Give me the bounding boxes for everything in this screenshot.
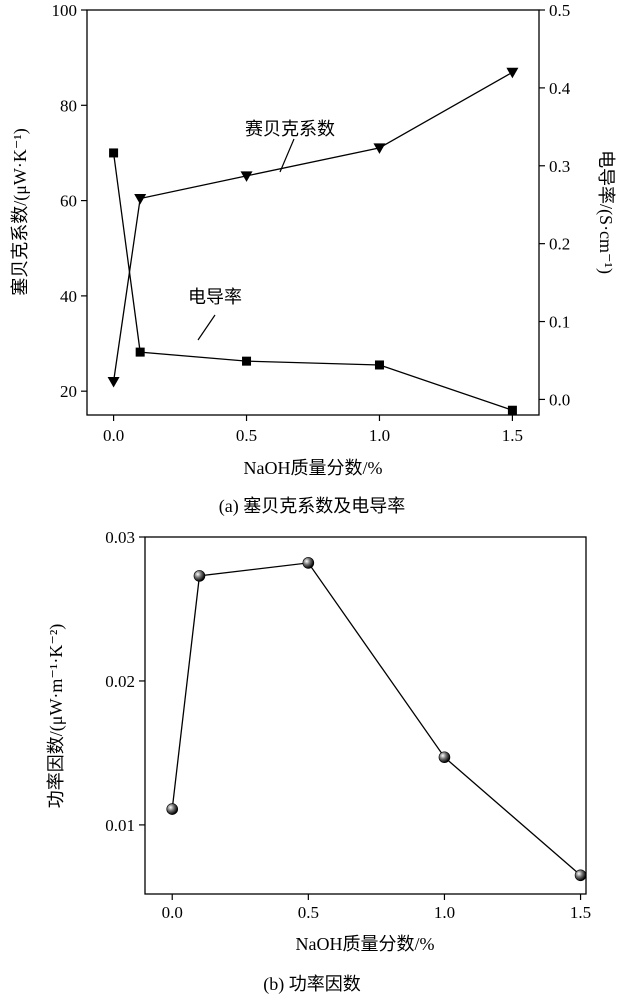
x-tick-label: 0.0 [162, 903, 183, 922]
power-factor-line [171, 562, 581, 876]
y2-tick-label: 0.3 [549, 157, 570, 176]
chart-b-x-axis-title: NaOH质量分数/% [296, 934, 435, 954]
x-tick-label: 0.5 [236, 426, 257, 445]
conductivity-point [135, 347, 145, 357]
chart-a: 0.0 0.5 1.0 1.5 20 40 60 80 100 0.0 0.1 0.2 0.3 0.4… [10, 1, 616, 517]
y-tick-label: 0.02 [105, 672, 135, 691]
conductivity-point [507, 405, 517, 415]
y2-tick-label: 0.0 [549, 390, 570, 409]
y2-tick-label: 0.4 [549, 79, 571, 98]
y-tick-label: 0.03 [105, 528, 135, 547]
x-tick-label: 1.0 [434, 903, 455, 922]
chart-b-y-axis-title: 功率因数/(μW·m⁻¹·K⁻²) [46, 624, 67, 808]
power-factor-point [438, 751, 451, 764]
chart-a-x-ticks: 0.0 0.5 1.0 1.5 [103, 415, 523, 445]
chart-a-plot-frame [86, 9, 540, 416]
y-tick-label: 0.01 [105, 816, 135, 835]
y-tick-label: 40 [60, 287, 77, 306]
power-factor-point [574, 869, 587, 882]
power-factor-point [193, 570, 206, 582]
conductivity-annotation-leader [197, 314, 216, 341]
y-tick-label: 60 [60, 192, 77, 211]
x-tick-label: 1.5 [502, 426, 523, 445]
y2-tick-label: 0.5 [549, 1, 570, 20]
chart-a-y-ticks: 20 40 60 80 100 [52, 1, 87, 401]
seebeck-point [107, 377, 120, 388]
x-tick-label: 1.5 [570, 903, 591, 922]
chart-a-y2-ticks: 0.0 0.1 0.2 0.3 0.4 0.5 [539, 1, 571, 409]
chart-b-y-ticks: 0.01 0.02 0.03 [105, 528, 145, 835]
chart-a-y-axis-title: 塞贝克系数/(μW·K⁻¹) [10, 128, 31, 296]
seebeck-point [506, 67, 519, 79]
seebeck-annotation-leader [279, 138, 295, 173]
chart-b-x-ticks: 0.0 0.5 1.0 1.5 [162, 894, 591, 922]
x-tick-label: 0.5 [298, 903, 319, 922]
chart-a-series [107, 67, 519, 415]
seebeck-point [240, 171, 253, 182]
chart-b-caption: (b) 功率因数 [263, 974, 361, 995]
x-tick-label: 0.0 [103, 426, 124, 445]
chart-b: 0.0 0.5 1.0 1.5 0.01 0.02 0.03 NaOH质量分数/% 功率因… [46, 528, 591, 995]
power-factor-point [166, 803, 179, 815]
y-tick-label: 20 [60, 382, 77, 401]
y2-tick-label: 0.2 [549, 235, 570, 254]
power-factor-point [302, 557, 315, 569]
chart-b-series [166, 557, 587, 882]
y-tick-label: 80 [60, 96, 77, 115]
x-tick-label: 1.0 [369, 426, 390, 445]
y-tick-label: 100 [52, 1, 78, 20]
seebeck-point [134, 193, 147, 205]
seebeck-annotation: 赛贝克系数 [245, 119, 335, 139]
chart-a-caption: (a) 塞贝克系数及电导率 [219, 496, 405, 517]
conductivity-point [374, 360, 384, 370]
conductivity-point [242, 356, 252, 366]
y2-tick-label: 0.1 [549, 313, 570, 332]
seebeck-point [373, 143, 386, 154]
conductivity-annotation: 电导率 [188, 287, 242, 307]
chart-a-y2-axis-title: 电导率/(S·cm⁻¹) [595, 150, 616, 274]
chart-a-x-axis-title: NaOH质量分数/% [244, 458, 383, 478]
chart-b-plot-frame [144, 536, 587, 895]
conductivity-point [109, 148, 119, 158]
